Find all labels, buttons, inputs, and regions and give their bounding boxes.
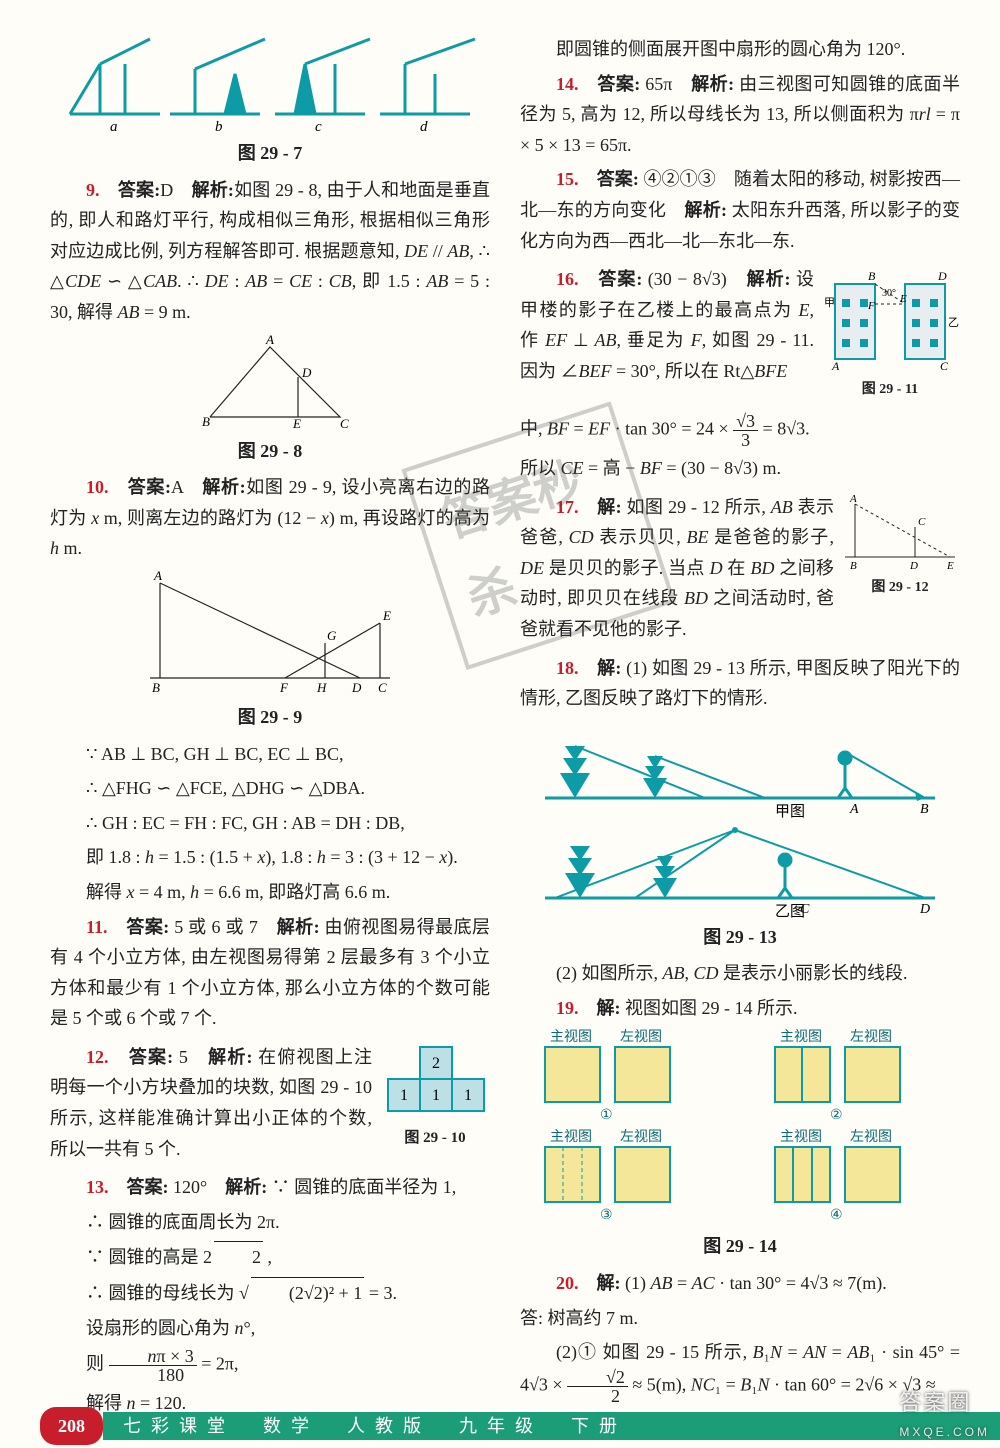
q16c: 所以 CE = 高 − BF = (30 − 8√3) m. [520, 453, 960, 484]
svg-text:主视图: 主视图 [780, 1129, 822, 1145]
q10: 10. 答案:A 解析:如图 29 - 9, 设小亮离右边的路灯为 x m, 则… [50, 472, 490, 564]
q18b: (2) 如图所示, AB, CD 是表示小丽影长的线段. [520, 958, 960, 989]
svg-text:C: C [378, 680, 387, 695]
svg-text:左视图: 左视图 [620, 1129, 662, 1145]
right-column: 即圆锥的侧面展开图中扇形的圆心角为 120°. 14. 答案: 65π 解析: … [520, 30, 960, 1423]
svg-text:D: D [919, 902, 930, 917]
fig-29-8: A D B E C [180, 332, 360, 432]
q10c: ∴ GH : EC = FH : FC, GH : AB = DH : DB, [50, 808, 490, 839]
svg-text:左视图: 左视图 [620, 1029, 662, 1045]
q18a: 18. 解: (1) 如图 29 - 13 所示, 甲图反映了阳光下的情形, 乙… [520, 653, 960, 714]
q9: 9. 答案:D 解析:如图 29 - 8, 由于人和地面是垂直的, 即人和路灯平… [50, 175, 490, 328]
page-footer: 208 七彩课堂 数学 人教版 九年级 下册 [0, 1404, 1000, 1448]
fig-29-12: A C B D E 图 29 - 12 [840, 488, 960, 606]
svg-text:D: D [909, 560, 918, 572]
q16b: 中, BF = EF · tan 30° = 24 × √33 = 8√3. [520, 412, 960, 449]
svg-text:b: b [215, 119, 223, 134]
svg-text:C: C [340, 416, 349, 431]
svg-text:甲: 甲 [824, 297, 835, 309]
q10a: ∵ AB ⊥ BC, GH ⊥ BC, EC ⊥ BC, [50, 739, 490, 770]
q13d: ∴ 圆锥的母线长为 √(2√2)² + 1 = 3. [50, 1277, 490, 1309]
svg-text:1: 1 [464, 1087, 472, 1104]
svg-text:主视图: 主视图 [550, 1029, 592, 1045]
svg-text:2: 2 [432, 1055, 440, 1072]
svg-text:G: G [327, 628, 337, 643]
svg-text:C: C [918, 516, 926, 528]
svg-text:①: ① [600, 1108, 613, 1123]
svg-text:A: A [153, 568, 162, 583]
q20b: 答: 树高约 7 m. [520, 1303, 960, 1334]
fig297-label: 图 29 - 7 [50, 138, 490, 169]
q13c: ∵ 圆锥的高是 22 , [50, 1241, 490, 1273]
svg-text:主视图: 主视图 [550, 1129, 592, 1145]
svg-text:E: E [382, 608, 391, 623]
svg-text:30°: 30° [882, 288, 896, 299]
svg-text:B: B [920, 802, 929, 817]
q10d: 即 1.8 : h = 1.5 : (1.5 + x), 1.8 : h = 3… [50, 842, 490, 873]
q17: 17. 解: 如图 29 - 12 所示, AB 表示爸爸, CD 表示贝贝, … [520, 492, 834, 645]
svg-text:B: B [850, 560, 857, 572]
svg-text:甲图: 甲图 [775, 803, 805, 820]
svg-text:B: B [202, 414, 210, 429]
q13f: 则 nπ × 3180 = 2π, [50, 1347, 490, 1384]
fig2914-label: 图 29 - 14 [520, 1231, 960, 1262]
watermark-br: 答案圈 MXQE.COM [899, 1384, 990, 1442]
svg-text:1: 1 [400, 1087, 408, 1104]
fig2913-label: 图 29 - 13 [520, 922, 960, 953]
svg-text:A: A [849, 493, 857, 505]
fig-29-7: a b c d [60, 34, 480, 134]
svg-text:C: C [940, 359, 949, 373]
fig-29-13: A B 甲图 C D 乙 [525, 718, 955, 918]
q13e: 设扇形的圆心角为 n°, [50, 1313, 490, 1344]
svg-text:F: F [279, 680, 289, 695]
svg-text:E: E [899, 293, 907, 305]
svg-text:1: 1 [432, 1087, 440, 1104]
q11: 11. 答案: 5 或 6 或 7 解析: 由俯视图易得最底层有 4 个小立方体… [50, 912, 490, 1034]
svg-text:A: A [831, 359, 840, 373]
fig-29-14: 主视图左视图 ① 主视图左视图 ② 主视图左视图 ③ 主视图左视图 [525, 1027, 955, 1227]
svg-text:④: ④ [830, 1208, 843, 1223]
fig299-label: 图 29 - 9 [50, 702, 490, 733]
svg-text:A: A [265, 332, 274, 347]
q16a: 16. 答案: (30 − 8√3) 解析: 设甲楼的影子在乙楼上的最高点为 E… [520, 264, 814, 386]
svg-text:D: D [301, 365, 312, 380]
svg-text:乙: 乙 [948, 316, 959, 329]
q10b: ∴ △FHG ∽ △FCE, △DHG ∽ △DBA. [50, 773, 490, 804]
fig-29-10: 2 1 1 1 图 29 - 10 [380, 1038, 490, 1158]
svg-text:d: d [420, 119, 428, 134]
q20c: (2)① 如图 29 - 15 所示, B₁N = AN = AB₁ · sin… [520, 1337, 960, 1405]
q13a: 13. 答案: 120° 解析: ∵ 圆锥的底面半径为 1, [50, 1172, 490, 1203]
q13b: ∴ 圆锥的底面周长为 2π. [50, 1207, 490, 1238]
svg-text:E: E [292, 416, 301, 431]
r0: 即圆锥的侧面展开图中扇形的圆心角为 120°. [520, 34, 960, 65]
svg-text:主视图: 主视图 [780, 1029, 822, 1045]
footer-bar: 七彩课堂 数学 人教版 九年级 下册 [103, 1412, 1000, 1440]
svg-text:乙图: 乙图 [775, 903, 805, 918]
svg-text:B: B [868, 269, 876, 283]
svg-text:E: E [946, 560, 954, 572]
svg-text:D: D [351, 680, 362, 695]
q15: 15. 答案: ④②①③ 随着太阳的移动, 树影按西—北—东的方向变化 解析: … [520, 164, 960, 256]
q12: 12. 答案: 5 解析: 在俯视图上注明每一个小方块叠加的块数, 如图 29 … [50, 1042, 372, 1164]
q14: 14. 答案: 65π 解析: 由三视图可知圆锥的底面半径为 5, 高为 12,… [520, 69, 960, 161]
svg-text:c: c [315, 119, 322, 134]
svg-text:③: ③ [600, 1208, 613, 1223]
q19: 19. 解: 视图如图 29 - 14 所示. [520, 993, 960, 1024]
q20a: 20. 解: (1) AB = AC · tan 30° = 4√3 ≈ 7(m… [520, 1268, 960, 1299]
left-column: a b c d 图 29 - 7 9. 答案:D 解析:如图 29 - 8, 由… [50, 30, 490, 1423]
svg-text:左视图: 左视图 [850, 1129, 892, 1145]
svg-text:左视图: 左视图 [850, 1029, 892, 1045]
svg-text:②: ② [830, 1108, 843, 1123]
fig298-label: 图 29 - 8 [50, 436, 490, 467]
svg-text:F: F [867, 300, 875, 312]
fig-29-11: B D 甲 乙 F E 30° A C 图 29 - 11 [820, 260, 960, 408]
fig-29-9: A E G B F H D C [130, 568, 410, 698]
page-number: 208 [40, 1407, 103, 1446]
q10e: 解得 x = 4 m, h = 6.6 m, 即路灯高 6.6 m. [50, 877, 490, 908]
svg-text:H: H [316, 680, 327, 695]
svg-text:D: D [937, 269, 947, 283]
svg-text:A: A [849, 802, 859, 817]
svg-text:B: B [152, 680, 160, 695]
svg-text:a: a [110, 119, 118, 134]
